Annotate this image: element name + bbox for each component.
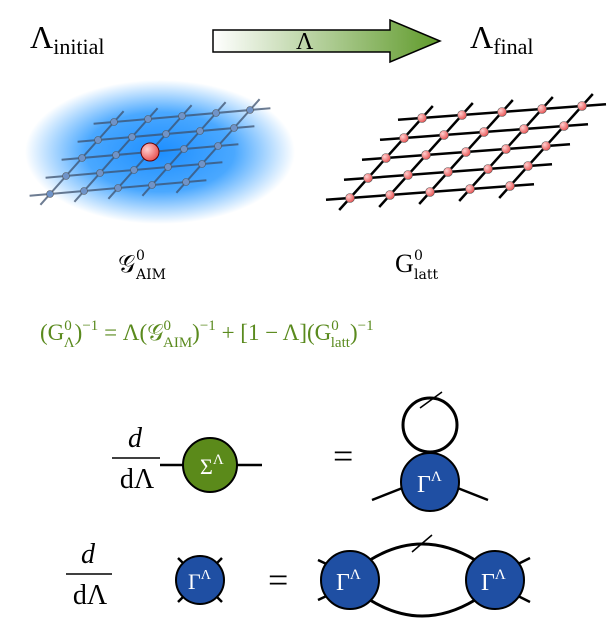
vertex: [320, 550, 380, 610]
sigma: ΣΛ: [200, 452, 224, 479]
lattice-site: [128, 133, 136, 141]
lattice-site: [94, 136, 102, 144]
denominator: dΛ: [73, 580, 108, 611]
flow-arrow: [212, 18, 442, 64]
lattice-site: [443, 167, 453, 177]
gamma: ΓΛ: [417, 469, 442, 498]
lattice-site: [439, 130, 449, 140]
latt-sup: 0: [414, 248, 423, 264]
aim-sup: 0: [136, 248, 145, 264]
lattice-site: [479, 127, 489, 137]
lattice-site: [230, 124, 238, 132]
lattice-site: [519, 124, 529, 134]
lattice-site: [144, 115, 152, 123]
lattice-site: [196, 127, 204, 135]
lattice-site: [465, 184, 475, 194]
aim-sub: AIM: [135, 267, 166, 283]
vertex: [465, 550, 525, 610]
lattice-site: [80, 187, 88, 195]
lattice-site: [162, 130, 170, 138]
equals: =: [333, 436, 353, 476]
lattice-site: [421, 150, 431, 160]
lattice-site: [483, 164, 493, 174]
lattice-site: [363, 173, 373, 183]
lattice-site: [114, 184, 122, 192]
lattice-site: [182, 178, 190, 186]
lattice-site: [112, 151, 120, 159]
full-lattice: [325, 93, 607, 211]
lattice-site: [457, 110, 467, 120]
lattice-site: [62, 172, 70, 180]
lattice-site: [110, 118, 118, 126]
impurity-site: [140, 142, 160, 162]
equals: =: [268, 560, 288, 600]
lattice-site: [577, 101, 587, 111]
lattice-site: [148, 181, 156, 189]
vertex: [400, 452, 460, 512]
latt-label: G: [395, 249, 414, 278]
lattice-site: [403, 170, 413, 180]
bubble-propagators: [369, 542, 476, 618]
lattice-site: [178, 112, 186, 120]
gamma: ΓΛ: [188, 568, 212, 594]
lambda-final: Λfinal: [470, 19, 534, 59]
lattice-site: [523, 161, 533, 171]
propagator-loop: [401, 396, 459, 454]
lattice-site: [381, 153, 391, 163]
lattice-site: [198, 160, 206, 168]
single-scale-slash: [419, 391, 443, 409]
lattice-site: [461, 147, 471, 157]
self-energy-vertex: [182, 437, 238, 493]
arrow-label: Λ: [296, 29, 314, 55]
lattice-site: [385, 190, 395, 200]
lattice-site: [164, 163, 172, 171]
interpolation-formula: (G0 Λ)−1 = Λ(𝒢0 AIM)−1 + [1 − Λ](G0 latt)−1: [40, 318, 374, 351]
aim-label: 𝒢: [118, 250, 135, 278]
numerator: d: [81, 539, 96, 570]
lattice-site: [78, 154, 86, 162]
lattice-site: [425, 187, 435, 197]
single-scale-slash: [411, 534, 433, 553]
lattice-site: [246, 106, 254, 114]
lattice-site: [345, 193, 355, 203]
numerator: d: [128, 423, 143, 454]
lattice-site: [497, 107, 507, 117]
vertex: [175, 555, 225, 605]
denominator: dΛ: [120, 464, 155, 495]
lattice-site: [46, 190, 54, 198]
lattice-site: [399, 133, 409, 143]
lattice-site: [559, 121, 569, 131]
lattice-site: [541, 141, 551, 151]
lattice-site: [180, 145, 188, 153]
latt-sub: latt: [414, 267, 438, 283]
gamma: ΓΛ: [481, 567, 506, 596]
lattice-site: [130, 166, 138, 174]
lattice-site: [214, 142, 222, 150]
lattice-site: [417, 113, 427, 123]
lattice-site: [96, 169, 104, 177]
lattice-site: [501, 144, 511, 154]
gamma: ΓΛ: [336, 567, 361, 596]
lattice-site: [505, 181, 515, 191]
lattice-site: [537, 104, 547, 114]
lambda-initial: Λinitial: [30, 19, 105, 59]
lattice-site: [212, 109, 220, 117]
aim-lattice: [29, 98, 271, 206]
gamma-legs: [371, 485, 489, 502]
